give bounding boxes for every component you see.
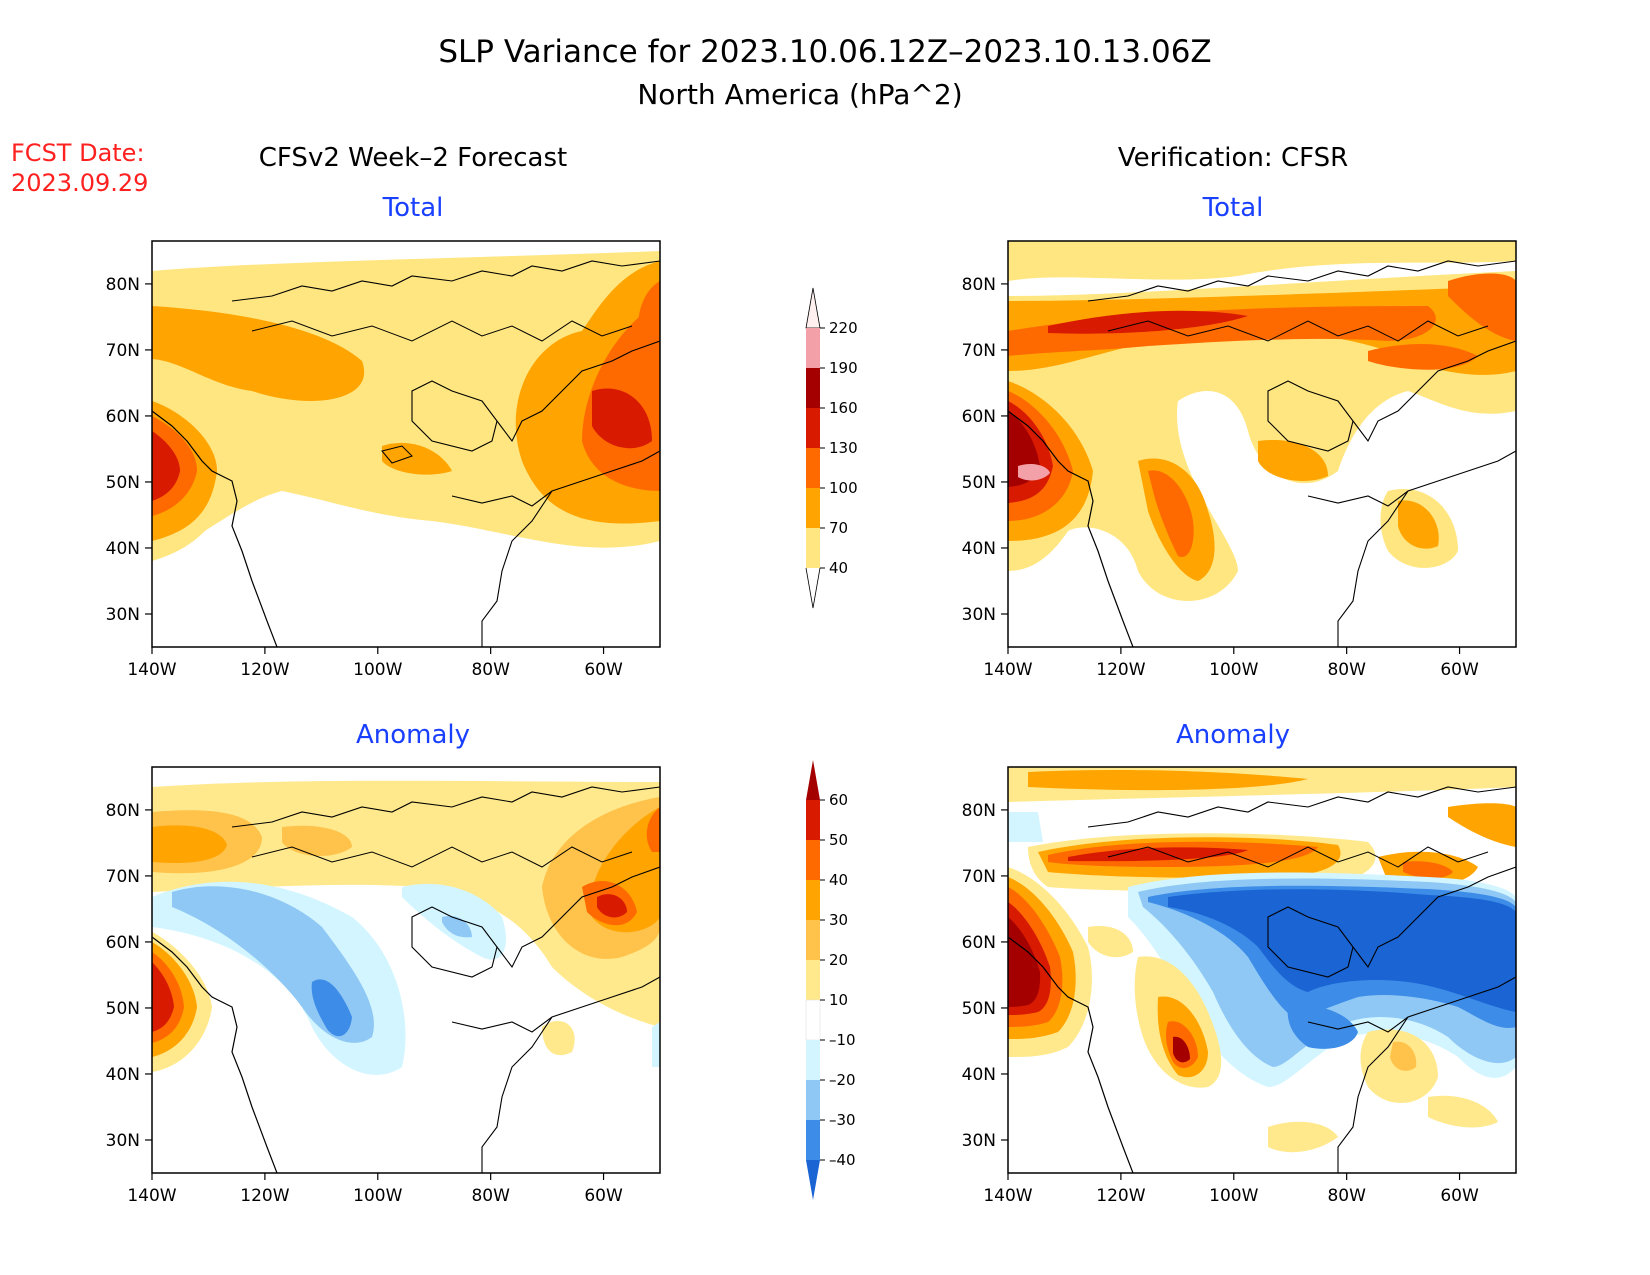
- panel-subtitle-forecast-total: Total: [382, 193, 444, 223]
- left-column-title: CFSv2 Week–2 Forecast: [259, 143, 567, 173]
- colorbar-anomaly-label: –10: [829, 1031, 856, 1049]
- colorbar-anomaly-swatch: [806, 1120, 820, 1160]
- lon-tick-label: 80W: [1327, 1186, 1366, 1206]
- lon-tick-label: 140W: [127, 660, 176, 680]
- lon-tick-label: 60W: [1440, 1186, 1479, 1206]
- lon-tick-label: 120W: [240, 1186, 289, 1206]
- panel-subtitle-forecast-anomaly: Anomaly: [356, 720, 470, 750]
- lat-tick-label: 50N: [106, 999, 140, 1019]
- colorbar-anomaly-label: –20: [829, 1071, 856, 1089]
- panel-subtitle-verification-total: Total: [1202, 193, 1264, 223]
- lat-tick-label: 40N: [106, 1065, 140, 1085]
- colorbar-total: 220 190 160 130 100 70 40: [805, 287, 858, 609]
- lat-tick-label: 70N: [106, 867, 140, 887]
- lat-tick-label: 30N: [106, 1131, 140, 1151]
- map-panel-forecast-total: [151, 240, 661, 648]
- lon-tick-label: 120W: [1096, 660, 1145, 680]
- colorbar-anomaly-label: 50: [829, 831, 848, 849]
- colorbar-anomaly-bottom-arrow: [806, 1160, 820, 1200]
- lat-tick-label: 60N: [106, 407, 140, 427]
- lon-tick-label: 100W: [1209, 1186, 1258, 1206]
- colorbar-total-bottom-arrow: [805, 567, 821, 609]
- lat-tick-label: 30N: [106, 605, 140, 625]
- colorbar-anomaly-swatch: [806, 1040, 820, 1080]
- colorbar-anomaly-top-arrow: [806, 760, 820, 800]
- axis-ticks: 80N 70N 60N 50N 40N 30N 140W 120W 100W 80W 60W 80N 7…: [106, 275, 1479, 1206]
- lon-tick-label: 100W: [353, 1186, 402, 1206]
- lat-tick-label: 70N: [106, 341, 140, 361]
- lat-tick-label: 80N: [106, 801, 140, 821]
- lon-tick-label: 120W: [1096, 1186, 1145, 1206]
- map-panel-forecast-anomaly: [151, 766, 661, 1174]
- colorbar-anomaly-swatch: [806, 1080, 820, 1120]
- lat-tick-label: 40N: [106, 539, 140, 559]
- lat-tick-label: 30N: [962, 605, 996, 625]
- map-panel-verification-total: [1007, 240, 1517, 648]
- lon-tick-label: 100W: [353, 660, 402, 680]
- colorbar-anomaly-label: –30: [829, 1111, 856, 1129]
- lon-tick-label: 60W: [1440, 660, 1479, 680]
- colorbar-total-label: 40: [829, 559, 848, 577]
- lat-tick-label: 60N: [962, 933, 996, 953]
- colorbar-total-swatch: [806, 408, 820, 448]
- colorbar-total-top-arrow: [805, 287, 821, 329]
- lon-tick-label: 140W: [983, 660, 1032, 680]
- lat-tick-label: 50N: [962, 473, 996, 493]
- lat-tick-label: 70N: [962, 867, 996, 887]
- colorbar-anomaly-swatch: [806, 920, 820, 960]
- lon-tick-label: 60W: [584, 660, 623, 680]
- colorbar-anomaly-swatch: [806, 840, 820, 880]
- lat-tick-label: 50N: [962, 999, 996, 1019]
- lon-tick-label: 120W: [240, 660, 289, 680]
- colorbar-anomaly-label: 30: [829, 911, 848, 929]
- fcst-date-value: 2023.09.29: [11, 169, 148, 197]
- colorbar-total-swatch: [806, 448, 820, 488]
- lon-tick-label: 80W: [1327, 660, 1366, 680]
- figure-title-line1: SLP Variance for 2023.10.06.12Z–2023.10.…: [438, 34, 1211, 70]
- colorbar-anomaly-label: –40: [829, 1151, 856, 1169]
- colorbar-total-label: 130: [829, 439, 858, 457]
- lat-tick-label: 50N: [106, 473, 140, 493]
- figure-title-line2: North America (hPa^2): [637, 78, 962, 111]
- colorbar-anomaly-label: 60: [829, 791, 848, 809]
- lon-tick-label: 100W: [1209, 660, 1258, 680]
- colorbar-anomaly-swatch: [806, 800, 820, 840]
- lat-tick-label: 80N: [962, 801, 996, 821]
- colorbar-anomaly-swatch: [805, 999, 821, 1041]
- lat-tick-label: 80N: [962, 275, 996, 295]
- lon-tick-label: 80W: [471, 660, 510, 680]
- colorbar-total-swatch: [806, 368, 820, 408]
- lat-tick-label: 60N: [962, 407, 996, 427]
- colorbar-anomaly-swatch: [806, 960, 820, 1000]
- lon-tick-label: 140W: [127, 1186, 176, 1206]
- fcst-date-label: FCST Date:: [11, 139, 145, 167]
- lat-tick-label: 40N: [962, 539, 996, 559]
- lon-tick-label: 140W: [983, 1186, 1032, 1206]
- colorbar-total-swatch: [806, 328, 820, 368]
- colorbar-anomaly: 60 50 40 30 20 10 –10 –20 –30 –40: [805, 760, 856, 1200]
- colorbar-total-swatch: [806, 528, 820, 568]
- map-panel-verification-anomaly: [1007, 766, 1517, 1174]
- colorbar-total-label: 70: [829, 519, 848, 537]
- panel-subtitle-verification-anomaly: Anomaly: [1176, 720, 1290, 750]
- right-column-title: Verification: CFSR: [1118, 143, 1348, 173]
- colorbar-total-swatch: [806, 488, 820, 528]
- colorbar-anomaly-label: 10: [829, 991, 848, 1009]
- colorbar-anomaly-label: 20: [829, 951, 848, 969]
- colorbar-anomaly-swatch: [806, 880, 820, 920]
- colorbar-total-label: 100: [829, 479, 858, 497]
- colorbar-total-label: 220: [829, 319, 858, 337]
- lat-tick-label: 70N: [962, 341, 996, 361]
- lon-tick-label: 60W: [584, 1186, 623, 1206]
- colorbar-anomaly-label: 40: [829, 871, 848, 889]
- colorbar-total-label: 160: [829, 399, 858, 417]
- lon-tick-label: 80W: [471, 1186, 510, 1206]
- lat-tick-label: 80N: [106, 275, 140, 295]
- lat-tick-label: 40N: [962, 1065, 996, 1085]
- lat-tick-label: 30N: [962, 1131, 996, 1151]
- lat-tick-label: 60N: [106, 933, 140, 953]
- colorbar-total-label: 190: [829, 359, 858, 377]
